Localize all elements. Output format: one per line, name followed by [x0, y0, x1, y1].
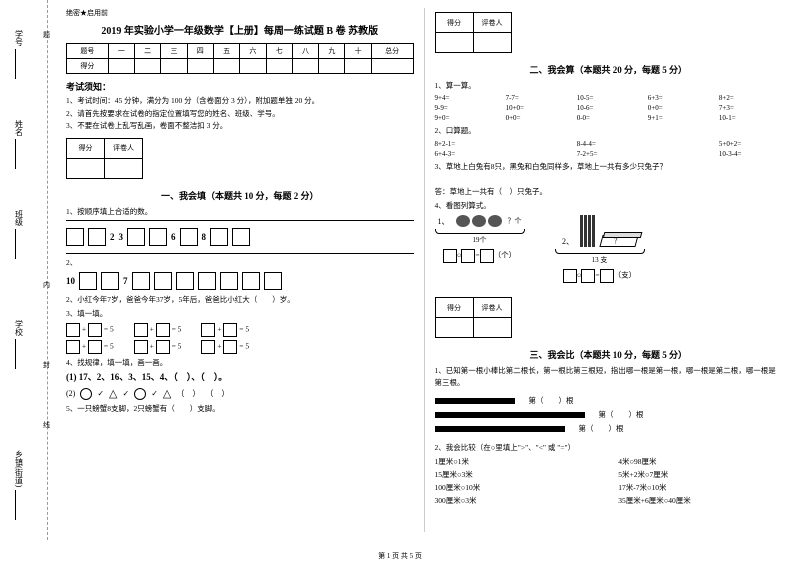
num: 7 — [123, 276, 128, 286]
blank-box[interactable] — [220, 272, 238, 290]
blank-box[interactable] — [198, 272, 216, 290]
section2-title: 二、我会算（本题共 20 分，每题 5 分） — [435, 63, 783, 76]
eraser-icon: ？ — [599, 235, 638, 247]
q3: 2、小红今年7岁，爸爸今年37岁，5年后，爸爸比小红大（ ）岁。 — [66, 294, 414, 305]
right-column: 得分评卷人 二、我会算（本题共 20 分，每题 5 分） 1、算一算。 9+4=… — [427, 8, 791, 532]
th: 四 — [187, 44, 213, 59]
blank-box[interactable] — [264, 272, 282, 290]
th: 九 — [319, 44, 345, 59]
th: 十 — [345, 44, 371, 59]
brace: 19个 — [435, 229, 525, 245]
section-scorebox: 得分评卷人 — [435, 297, 512, 338]
confidential-mark: 绝密★启用前 — [66, 8, 414, 18]
num: 8 — [202, 232, 207, 242]
blank-box[interactable] — [66, 228, 84, 246]
section1-title: 一、我会填（本题共 10 分，每题 2 分） — [66, 189, 414, 202]
blank-box[interactable] — [242, 272, 260, 290]
num: 10 — [66, 276, 75, 286]
th: 一 — [108, 44, 134, 59]
th: 六 — [240, 44, 266, 59]
q6: 5、一只螃蟹8支脚，2只螃蟹有（ ）支脚。 — [66, 403, 414, 414]
dash-char: 封 — [43, 360, 50, 370]
rule: 3、不要在试卷上乱写乱画，卷面不整洁扣 3 分。 — [66, 121, 414, 132]
blank-box[interactable] — [88, 228, 106, 246]
calc-grid-2: 8+2-1=8-4-4=5+0+2= 6+4-3=7-2+5=10-3-4= — [435, 140, 783, 158]
blank-box[interactable] — [232, 228, 250, 246]
s2q2: 2、口算题。 — [435, 125, 783, 136]
q4: 3、填一填。 — [66, 308, 414, 319]
th: 题号 — [67, 44, 109, 59]
shape-pattern: (2) ✓ △✓ ✓ △ （ ）（ ） — [66, 387, 414, 400]
number-line: 2 3 6 8 — [66, 220, 414, 254]
th: 七 — [266, 44, 292, 59]
s2q3: 3、草地上白兔有8只，黑兔和白兔同样多，草地上一共有多少只兔子？ — [435, 161, 783, 172]
s2q4: 4、看图列算式。 — [435, 200, 783, 211]
page-footer: 第 1 页 共 5 页 — [0, 551, 800, 561]
th: 总分 — [371, 44, 413, 59]
dash-char: 题 — [43, 30, 50, 40]
blank-box[interactable] — [154, 272, 172, 290]
q1: 1、按顺序填上合适的数。 — [66, 206, 414, 217]
bar-compare: 第（ ）根 第（ ）根 第（ ）根 — [435, 394, 783, 436]
th: 八 — [292, 44, 318, 59]
dash-char: 线 — [43, 420, 50, 430]
th: 二 — [134, 44, 160, 59]
spine-label: 姓名 — [14, 120, 25, 136]
spine-label: 乡镇(街道) — [14, 450, 25, 487]
compare-grid: 1厘米○1米4米○98厘米 15厘米○3米5米+2米○7厘米 100厘米○10米… — [435, 456, 783, 506]
num: 6 — [171, 232, 176, 242]
num: 3 — [119, 232, 124, 242]
blank-box[interactable] — [149, 228, 167, 246]
s3q1: 1、已知第一根小棒比第二根长，第一根比第三根短，指出哪一根是第一根，哪一根是第二… — [435, 365, 783, 388]
spine-label: 班级 — [14, 210, 25, 226]
rule: 2、请首先按要求在试卷的指定位置填写您的姓名、班级、学号。 — [66, 109, 414, 120]
score-summary-table: 题号 一 二 三 四 五 六 七 八 九 十 总分 得分 — [66, 43, 414, 74]
dash-char: 内 — [43, 280, 50, 290]
blank-box[interactable] — [132, 272, 150, 290]
section-scorebox: 得分评卷人 — [435, 12, 512, 53]
blank-box[interactable] — [101, 272, 119, 290]
exam-title: 2019 年实验小学一年级数学【上册】每周一练试题 B 卷 苏教版 — [66, 22, 414, 37]
brace: 13 支 — [555, 249, 645, 265]
s2q3-ans: 答：草地上一共有（ ）只兔子。 — [435, 186, 783, 197]
spine-label: 学校 — [14, 320, 25, 336]
q5-seq: (1) 17、2、16、3、15、4、（ ）、（ ）。 — [66, 371, 414, 385]
spine-label: 学号 — [14, 30, 25, 46]
binding-spine: 学号 姓名 班级 学校 乡镇(街道) 题 内 封 线 — [0, 0, 48, 540]
section3-title: 三、我会比（本题共 10 分，每题 5 分） — [435, 348, 783, 361]
blank-box[interactable] — [79, 272, 97, 290]
s2q1: 1、算一算。 — [435, 80, 783, 91]
th: 三 — [161, 44, 187, 59]
num: 2 — [110, 232, 115, 242]
blank-box[interactable] — [176, 272, 194, 290]
q5: 4、找规律，填一填，画一画。 — [66, 357, 414, 368]
s3q2: 2、我会比较（在○里填上">"、"<" 或 "="） — [435, 442, 783, 453]
rule: 1、考试时间：45 分钟，满分为 100 分（含卷面分 3 分），附加题单独 2… — [66, 96, 414, 107]
blank-box[interactable] — [180, 228, 198, 246]
section-scorebox: 得分评卷人 — [66, 138, 143, 179]
blank-box[interactable] — [210, 228, 228, 246]
instructions-header: 考试须知： — [66, 80, 414, 93]
equation-grid: + = 5 + = 5 + = 5 + = 5 + = 5 + = 5 — [66, 323, 414, 354]
left-column: 绝密★启用前 2019 年实验小学一年级数学【上册】每周一练试题 B 卷 苏教版… — [58, 8, 422, 532]
td: 得分 — [67, 59, 109, 74]
calc-grid: 9+4=7-7=10-5=6+3=8+2= 9-9=10+0=10-6=0+0=… — [435, 94, 783, 122]
th: 五 — [213, 44, 239, 59]
figure-row: 1、 ？个 19个 ○=（个） 2、 ？ 13 支 ○=（支） — [435, 215, 783, 283]
blank-box[interactable] — [127, 228, 145, 246]
